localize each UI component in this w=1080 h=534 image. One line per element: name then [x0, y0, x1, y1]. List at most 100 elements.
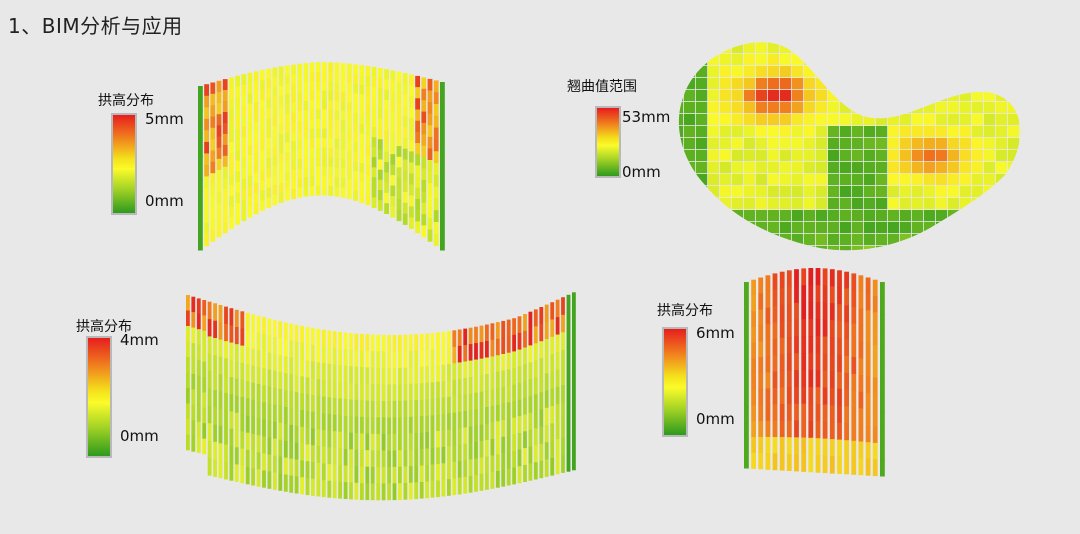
vault4-cell — [865, 310, 871, 328]
band3-cell — [376, 433, 381, 451]
band3-cell — [539, 443, 544, 462]
kidney-cell — [912, 126, 924, 138]
kidney-cell — [780, 210, 792, 222]
band3-cell — [191, 374, 196, 390]
band3-cell — [273, 421, 277, 439]
kidney-cell — [768, 174, 780, 186]
kidney-cell — [768, 234, 780, 246]
vault4-cell — [765, 388, 771, 406]
vault1-cell — [440, 166, 445, 179]
kidney-cell — [720, 90, 732, 102]
band3-cell — [332, 364, 337, 382]
vault1-cell — [297, 178, 303, 189]
band3-cell — [485, 473, 489, 490]
vault1-cell — [328, 62, 334, 73]
kidney-cell — [900, 258, 911, 269]
band3-cell — [332, 414, 337, 432]
kidney-cell — [888, 54, 900, 66]
vault1-cell — [266, 98, 272, 109]
kidney-cell — [696, 114, 708, 126]
vault1-cell — [303, 110, 309, 121]
band3-cell — [561, 384, 565, 403]
kidney-cell — [756, 66, 768, 78]
kidney-cell — [840, 42, 852, 54]
band3-cell — [572, 363, 576, 382]
band3-cell — [441, 331, 446, 349]
vault1-cell — [359, 104, 365, 115]
kidney-cell — [936, 210, 948, 222]
kidney-cell — [900, 174, 912, 186]
vault1-cell — [241, 189, 247, 201]
vault1-cell — [303, 139, 309, 150]
vault1-cell — [241, 199, 247, 211]
vault4-cell — [808, 420, 814, 439]
band3-cell — [251, 468, 255, 486]
kidney-cell — [948, 114, 960, 126]
vault1-cell — [402, 94, 408, 106]
vault4-cell — [786, 320, 792, 338]
vault1-cell — [278, 182, 284, 194]
vault1-cell — [235, 150, 240, 162]
vault4-cell — [772, 322, 778, 340]
vault4-cell — [794, 269, 799, 287]
vault1-cell — [377, 179, 383, 191]
band3-cell — [251, 365, 255, 383]
band3-cell — [202, 300, 207, 316]
band3-cell — [528, 311, 533, 329]
vault4-cell — [758, 373, 764, 390]
band3-cell — [441, 430, 446, 448]
band3-cell — [267, 352, 272, 370]
band3-cell — [321, 379, 326, 397]
kidney-cell — [852, 126, 864, 138]
band3-cell — [463, 410, 468, 428]
vault1-cell — [409, 74, 414, 86]
vault1-cell — [433, 163, 439, 176]
band3-cell — [381, 367, 386, 385]
vault1-cell — [371, 147, 377, 158]
vault1-cell — [346, 140, 352, 151]
vault4-cell — [880, 443, 885, 461]
band3-cell — [403, 417, 408, 434]
band3-cell — [561, 420, 565, 438]
band3-cell — [262, 436, 266, 454]
vault1-cell — [390, 122, 396, 134]
vault1-cell — [415, 87, 420, 99]
band3-cell — [191, 343, 196, 359]
vault1-cell — [315, 81, 321, 92]
vault4-cell — [801, 369, 807, 388]
vault1-cell — [291, 189, 296, 200]
kidney-cell — [984, 150, 996, 162]
kidney-cell — [816, 54, 828, 66]
kidney-cell — [852, 150, 864, 162]
kidney-cell — [1032, 246, 1043, 257]
kidney-cell — [1032, 222, 1043, 233]
band3-cell — [457, 461, 462, 478]
kidney-cell — [924, 246, 936, 251]
band3-cell — [338, 481, 342, 499]
vault1-cell — [384, 182, 389, 194]
band3-cell — [289, 323, 294, 341]
kidney-cell — [936, 114, 948, 126]
kidney-cell — [792, 42, 804, 54]
band3-cell — [256, 384, 261, 402]
kidney-cell — [792, 78, 804, 90]
vault1-cell — [266, 88, 272, 99]
kidney-cell — [684, 54, 696, 66]
vault1-cell — [334, 167, 340, 178]
legend-min-1: 0mm — [145, 192, 184, 210]
band3-cell — [479, 408, 484, 425]
vault4-cell — [801, 386, 807, 405]
vault1-cell — [340, 178, 346, 189]
band3-cell — [305, 427, 310, 445]
vault1-cell — [433, 151, 439, 164]
kidney-cell — [984, 30, 995, 41]
kidney-cell — [984, 258, 995, 269]
kidney-cell — [912, 138, 924, 150]
kidney-cell — [768, 150, 780, 162]
kidney-cell — [876, 66, 888, 78]
vault4-cell — [829, 422, 835, 440]
kidney-cell — [984, 198, 996, 210]
vault1-cell — [390, 164, 396, 176]
vault1-cell — [328, 166, 334, 177]
band3-cell — [229, 342, 234, 361]
